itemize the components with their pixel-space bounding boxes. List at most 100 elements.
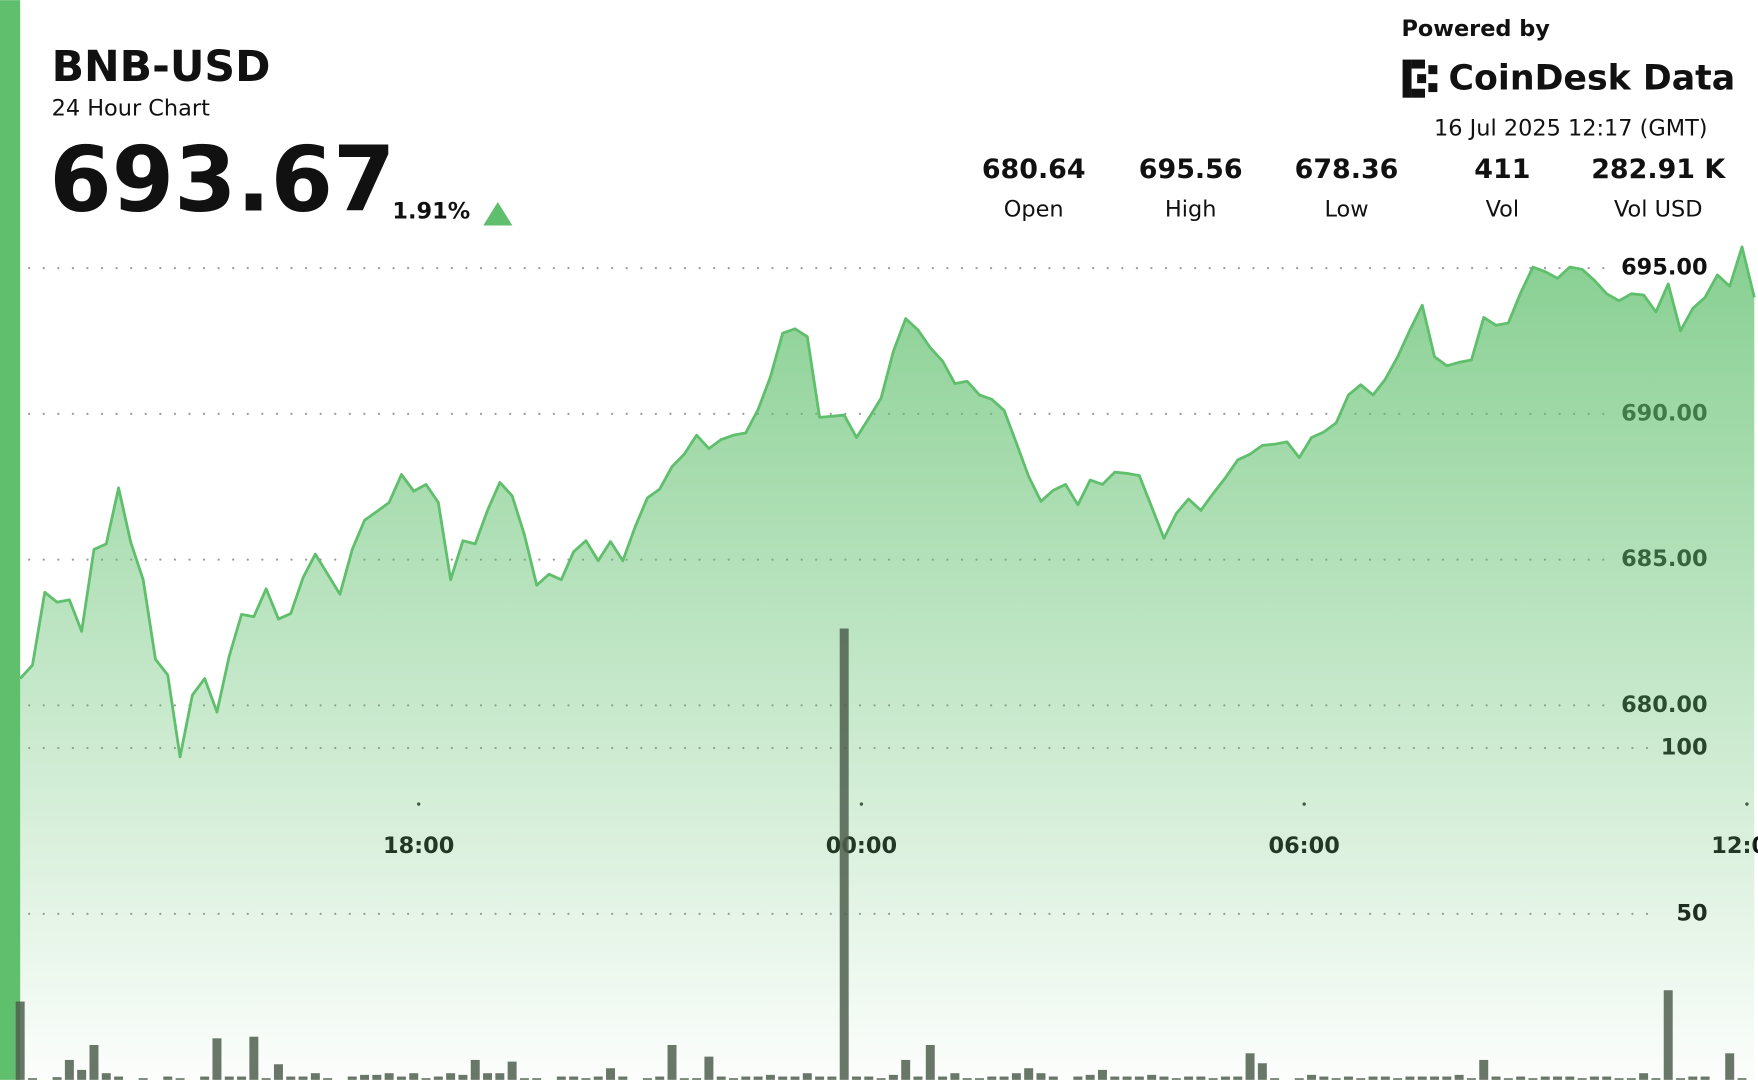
volume-bar (593, 1076, 603, 1080)
volume-bar (360, 1074, 370, 1080)
volume-bar (1700, 1076, 1710, 1080)
volume-bar (261, 1078, 271, 1080)
volume-bar (52, 1077, 62, 1080)
price-line (19, 245, 1756, 759)
volume-bar (1503, 1078, 1513, 1080)
volume-bar (1159, 1076, 1169, 1080)
stat-value: 411 (1474, 154, 1530, 185)
stat-label: Low (1324, 196, 1368, 222)
volume-bar (446, 1073, 456, 1080)
volume-bar (114, 1076, 124, 1080)
volume-bar (1036, 1073, 1046, 1080)
volume-bar (1491, 1076, 1501, 1080)
volume-bar (1257, 1063, 1267, 1080)
volume-bar (1639, 1073, 1649, 1080)
volume-bar (1343, 1076, 1353, 1080)
volume-bar (286, 1076, 296, 1080)
volume-bar (901, 1059, 911, 1080)
brand: CoinDesk Data (1449, 59, 1736, 99)
volume-bar (888, 1074, 898, 1080)
volume-bar (77, 1069, 87, 1080)
volume-bar (962, 1078, 972, 1080)
stat-label: Open (1004, 196, 1064, 222)
volume-bar (433, 1076, 443, 1080)
volume-bar (89, 1044, 99, 1080)
volume-bar (421, 1078, 431, 1080)
volume-bar (1454, 1074, 1464, 1080)
volume-bar (852, 1076, 861, 1080)
stat-label: Vol (1486, 196, 1520, 222)
volume-bar (273, 1064, 283, 1080)
volume-bar (1097, 1069, 1107, 1080)
volume-bar (975, 1078, 984, 1080)
stat-label: Vol USD (1614, 196, 1703, 222)
volume-bar (298, 1076, 308, 1080)
volume-bar (839, 628, 849, 1080)
volume-bar (1233, 1076, 1243, 1080)
volume-bar (163, 1076, 173, 1080)
volume-bar (692, 1078, 702, 1080)
volume-bar (495, 1073, 505, 1080)
volume-bar (1540, 1076, 1550, 1080)
volume-bar (864, 1076, 874, 1080)
volume-bar (667, 1044, 677, 1080)
volume-bar (1331, 1078, 1341, 1080)
volume-bar (1380, 1076, 1390, 1080)
volume-bar (704, 1056, 714, 1080)
volume-bar (1577, 1078, 1587, 1080)
volume-bar (507, 1061, 517, 1080)
volume-bar (200, 1076, 210, 1080)
price-area (20, 246, 1755, 1080)
volume-bar (1110, 1076, 1120, 1080)
volume-bar (1048, 1076, 1058, 1080)
volume-bar (532, 1078, 542, 1080)
up-arrow (483, 201, 513, 226)
volume-bar (1528, 1078, 1538, 1080)
stat-value: 282.91 K (1591, 154, 1726, 185)
volume-bar (1663, 990, 1673, 1080)
volume-bar (1442, 1076, 1452, 1080)
y-tick-label: 695.00 (1621, 255, 1707, 281)
volume-bar (1208, 1078, 1218, 1080)
change: 1.91% (392, 199, 470, 225)
volume-bar (913, 1076, 923, 1080)
volume-bar (384, 1073, 394, 1080)
volume-bar (1516, 1076, 1526, 1080)
volume-bar (1651, 1078, 1661, 1080)
stat-value: 680.64 (982, 154, 1086, 185)
volume-bar (224, 1076, 234, 1080)
volume-bar (1626, 1078, 1636, 1080)
volume-bar (790, 1076, 800, 1080)
volume-bar (1122, 1076, 1132, 1080)
volume-bar (212, 1038, 222, 1080)
stat-value: 678.36 (1295, 154, 1399, 185)
volume-bar (1368, 1076, 1378, 1080)
volume-bar (1270, 1078, 1280, 1080)
volume-bar (1294, 1078, 1304, 1080)
volume-bar (1565, 1076, 1575, 1080)
volume-bar (802, 1073, 812, 1080)
volume-bar (1737, 1078, 1747, 1080)
volume-bar (606, 1068, 616, 1080)
volume-bar (925, 1044, 935, 1080)
volume-bar (876, 1078, 886, 1080)
timestamp: 16 Jul 2025 12:17 (GMT) (1434, 116, 1707, 142)
volume-bar (987, 1076, 997, 1080)
volume-bar (1466, 1078, 1476, 1080)
volume-bar (1147, 1074, 1157, 1080)
volume-bar (310, 1073, 320, 1080)
volume-bar (237, 1076, 247, 1080)
volume-bar (372, 1074, 382, 1080)
volume-bar (101, 1073, 111, 1080)
volume-bar (519, 1078, 529, 1080)
accent-bar (0, 0, 21, 1080)
plot: 680.00685.00690.00695.005010018:0000:000… (15, 245, 1758, 1080)
logo-icon (1402, 59, 1438, 98)
powered-by: Powered by (1401, 16, 1550, 42)
volume-bar (1171, 1078, 1181, 1080)
volume-bar (1085, 1074, 1095, 1080)
stat-value: 695.56 (1139, 154, 1243, 185)
volume-bar (1024, 1068, 1034, 1080)
volume-bar (1405, 1076, 1415, 1080)
